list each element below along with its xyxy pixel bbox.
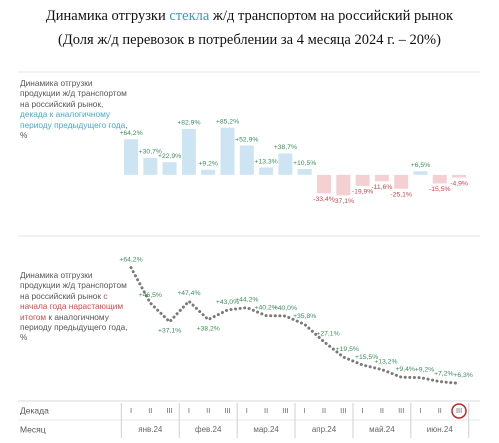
- bar: [278, 153, 293, 175]
- decade-label: I: [304, 406, 306, 415]
- value-label: +43,0%: [216, 299, 239, 306]
- decade-label: I: [188, 406, 190, 415]
- bar: [201, 169, 216, 175]
- decade-label: II: [380, 406, 384, 415]
- subtitle: (Доля ж/д перевозок в потреблении за 4 м…: [58, 32, 441, 48]
- value-label: -15,5%: [429, 186, 451, 193]
- value-label: +47,4%: [177, 290, 200, 297]
- bar: [239, 145, 254, 175]
- decade-label: II: [322, 406, 326, 415]
- bar: [374, 174, 389, 182]
- month-label: янв.24: [138, 425, 163, 434]
- description-part: к аналогичному периоду предыдущего года,…: [20, 311, 128, 343]
- value-label: +27,1%: [316, 331, 339, 338]
- month-label: апр.24: [312, 425, 337, 434]
- bar: [432, 174, 447, 184]
- value-label: -11,6%: [371, 184, 392, 191]
- description-part: Динамика отгрузки продукции ж/д транспор…: [20, 78, 127, 109]
- bar: [162, 162, 177, 175]
- row-label: Декада: [20, 405, 49, 415]
- description-part: , %: [20, 119, 128, 141]
- value-label: +46,5%: [139, 292, 162, 299]
- bar: [143, 157, 158, 175]
- value-label: +15,5%: [355, 354, 378, 361]
- decade-label: II: [206, 406, 210, 415]
- value-label: -4,9%: [450, 180, 468, 187]
- value-label: +37,1%: [158, 328, 181, 335]
- value-label: +82,9%: [177, 120, 200, 127]
- line-description: Динамика отгрузки продукции ж/д транспор…: [20, 270, 128, 343]
- line: [129, 266, 461, 385]
- value-label: -19,9%: [352, 189, 374, 196]
- bar-description: Динамика отгрузки продукции ж/д транспор…: [20, 78, 128, 140]
- value-label: +9,4%: [395, 366, 414, 373]
- row-label: Месяц: [20, 424, 46, 434]
- value-label: +44,2%: [235, 296, 258, 303]
- decade-label: III: [166, 406, 172, 415]
- month-label: мар.24: [253, 425, 279, 434]
- bar: [317, 174, 331, 194]
- decade-label: I: [362, 406, 364, 415]
- bar: [452, 174, 467, 178]
- decade-label: II: [148, 406, 152, 415]
- bar: [259, 167, 274, 175]
- value-label: -37,1%: [333, 198, 355, 205]
- decade-label: III: [224, 406, 230, 415]
- bar: [355, 174, 370, 186]
- value-label: -25,1%: [390, 192, 412, 199]
- value-label: +6,5%: [411, 162, 430, 169]
- title-part: ж/д транспортом на российский рынок: [209, 8, 454, 24]
- value-label: +13,2%: [374, 358, 397, 365]
- value-label: +9,2%: [198, 161, 217, 168]
- title-accent: стекла: [169, 8, 210, 24]
- highlight-circle: [451, 403, 467, 419]
- value-label: +38,2%: [197, 325, 220, 332]
- value-label: +22,9%: [158, 153, 181, 160]
- value-label: +19,5%: [336, 346, 359, 353]
- value-label: +40,0%: [274, 305, 297, 312]
- bar: [124, 139, 138, 175]
- description-part: Динамика отгрузки продукции ж/д транспор…: [20, 270, 127, 301]
- decade-label: III: [456, 406, 462, 415]
- value-label: +64,2%: [119, 256, 142, 263]
- value-label: +52,9%: [235, 136, 258, 143]
- decade-label: III: [398, 406, 404, 415]
- value-label: +7,2%: [434, 370, 453, 377]
- description-part: с начала года нарастающим итогом: [20, 290, 124, 322]
- value-label: +30,7%: [139, 149, 162, 156]
- value-label: +40,2%: [254, 304, 277, 311]
- value-label: +10,5%: [293, 160, 316, 167]
- title-part: Динамика отгрузки: [45, 8, 170, 24]
- value-label: -33,4%: [313, 196, 335, 203]
- decade-label: I: [419, 406, 421, 415]
- value-label: +38,7%: [274, 144, 297, 151]
- bar: [297, 169, 312, 175]
- value-label: +9,2%: [415, 366, 434, 373]
- value-label: +13,3%: [254, 158, 277, 165]
- bar: [413, 171, 428, 175]
- decade-label: II: [438, 406, 442, 415]
- bar: [181, 128, 196, 175]
- decade-label: I: [246, 406, 248, 415]
- month-label: июн.24: [427, 425, 454, 434]
- description-part: декада к аналогичному периоду предыдущег…: [20, 109, 126, 130]
- value-label: +85,2%: [216, 118, 239, 125]
- title: Динамика отгрузки стекла ж/д транспортом…: [0, 8, 499, 25]
- month-label: май.24: [369, 425, 395, 434]
- bar: [394, 174, 409, 189]
- bar: [220, 127, 235, 175]
- value-label: +35,8%: [293, 313, 316, 320]
- bar: [336, 174, 351, 196]
- decade-label: I: [130, 406, 132, 415]
- value-label: +64,2%: [119, 130, 142, 137]
- decade-label: III: [340, 406, 346, 415]
- decade-label: II: [264, 406, 268, 415]
- value-label: +6,3%: [453, 372, 472, 379]
- decade-label: III: [282, 406, 288, 415]
- month-label: фев.24: [195, 425, 222, 434]
